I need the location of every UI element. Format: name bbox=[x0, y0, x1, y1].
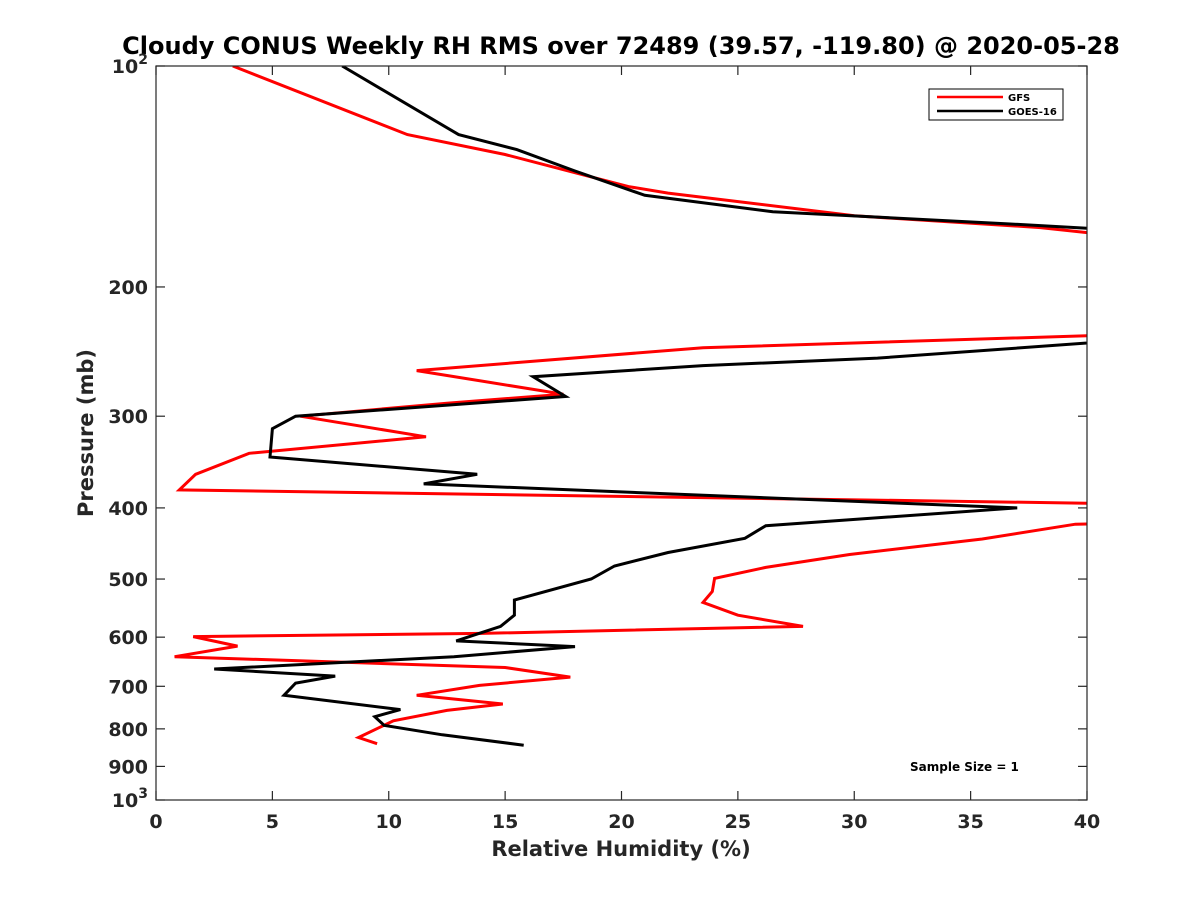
y-tick-label: 200 bbox=[108, 277, 148, 299]
y-tick-label: 800 bbox=[108, 719, 148, 741]
x-tick-label: 15 bbox=[492, 811, 518, 833]
x-tick-label: 30 bbox=[841, 811, 867, 833]
x-tick-label: 10 bbox=[376, 811, 402, 833]
series-line-goes16 bbox=[214, 66, 1087, 747]
y-tick-label: 300 bbox=[108, 406, 148, 428]
y-axis-label: Pressure (mb) bbox=[74, 349, 98, 517]
x-axis: 0 5 10 15 20 25 30 35 40 bbox=[149, 66, 1100, 833]
legend-box bbox=[928, 88, 1064, 121]
x-axis-label: Relative Humidity (%) bbox=[491, 837, 750, 861]
series-layer bbox=[174, 66, 1087, 747]
x-tick-label: 40 bbox=[1074, 811, 1100, 833]
y-tick-label: 400 bbox=[108, 498, 148, 520]
chart-title: Cloudy CONUS Weekly RH RMS over 72489 (3… bbox=[122, 32, 1120, 60]
legend: GFS GOES-16 bbox=[928, 88, 1064, 121]
y-tick-label: 900 bbox=[108, 756, 148, 778]
y-tick-label: 102 bbox=[112, 52, 148, 78]
x-tick-label: 35 bbox=[957, 811, 983, 833]
x-tick-label: 20 bbox=[608, 811, 634, 833]
sample-size-annotation: Sample Size = 1 bbox=[910, 760, 1019, 774]
legend-label-gfs: GFS bbox=[1008, 93, 1030, 104]
y-tick-label: 103 bbox=[112, 786, 148, 812]
y-axis: 102 200 300 400 500 600 700 800 900 103 bbox=[108, 52, 1087, 812]
y-tick-label: 700 bbox=[108, 676, 148, 698]
series-line-gfs bbox=[174, 66, 1087, 746]
x-tick-label: 25 bbox=[725, 811, 751, 833]
y-tick-label: 500 bbox=[108, 569, 148, 591]
y-tick-label: 600 bbox=[108, 627, 148, 649]
x-tick-label: 5 bbox=[266, 811, 279, 833]
x-tick-label: 0 bbox=[149, 811, 162, 833]
legend-label-goes16: GOES-16 bbox=[1008, 107, 1057, 118]
plot-frame bbox=[155, 65, 1088, 801]
